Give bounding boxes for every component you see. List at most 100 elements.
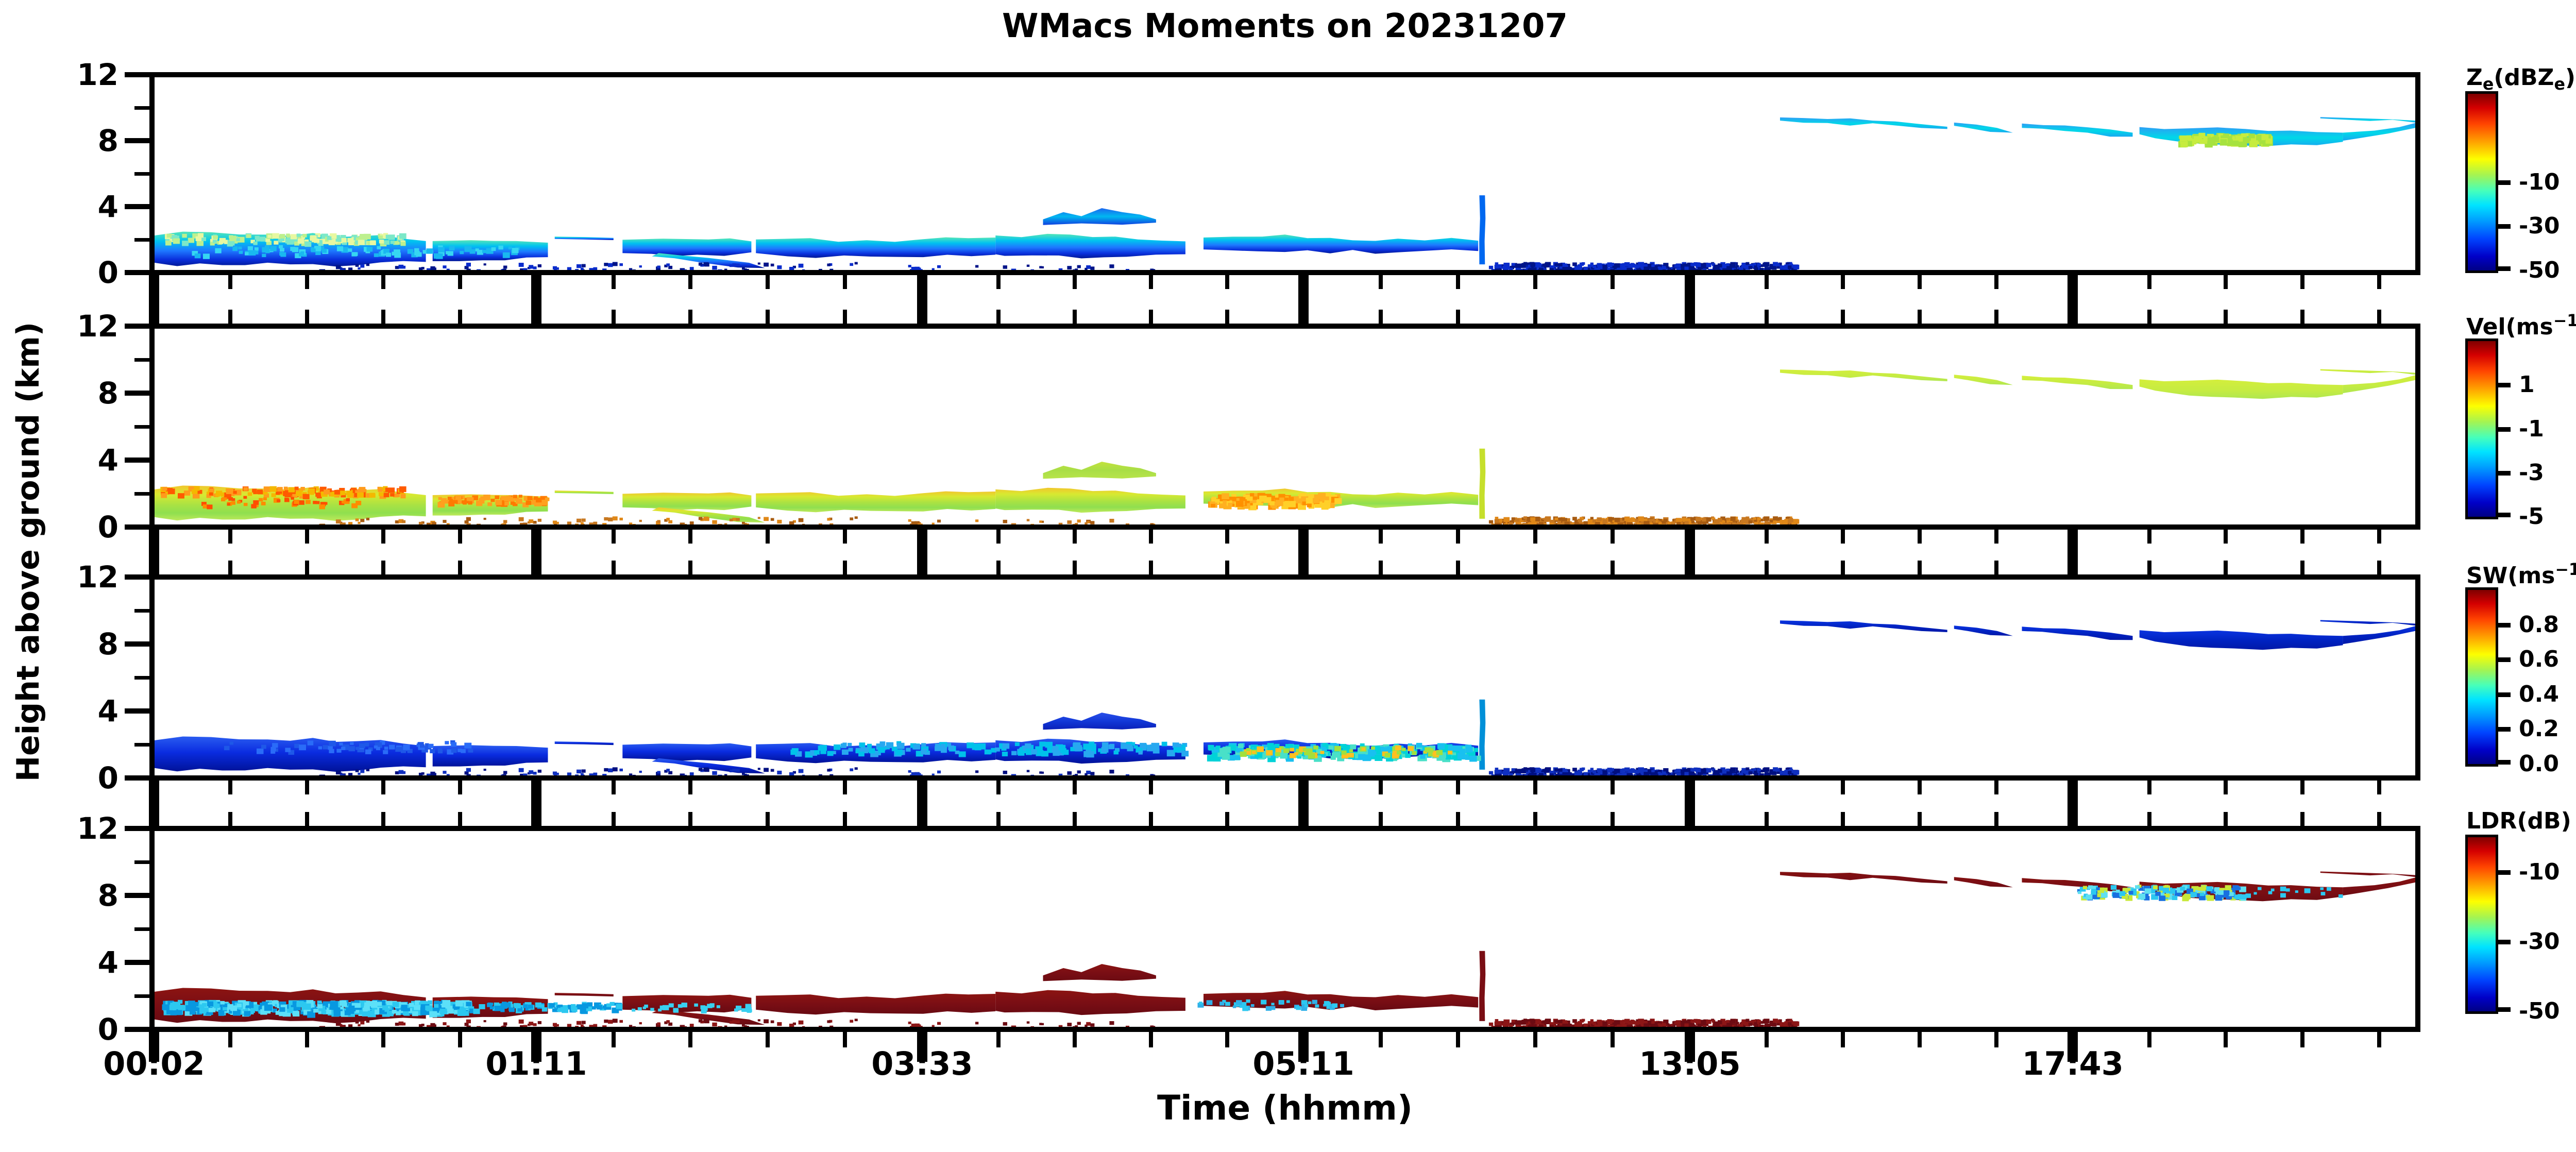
y-minor-tick <box>134 742 149 747</box>
overlay-speckles <box>274 498 280 503</box>
clutter-speckles <box>789 772 794 775</box>
overlay-speckles <box>336 246 344 251</box>
clutter-speckles <box>340 267 343 269</box>
overlay-speckles <box>1036 750 1044 756</box>
overlay-speckles <box>210 242 215 246</box>
overlay-speckles <box>392 251 397 256</box>
clutter-speckles <box>1497 264 1502 268</box>
clutter-speckles <box>1684 1023 1689 1027</box>
clutter-speckles <box>1515 263 1520 267</box>
x-minor-tick <box>1994 561 1998 574</box>
overlay-speckles <box>859 742 866 748</box>
clutter-speckles <box>689 267 694 270</box>
overlay-speckles <box>461 749 466 753</box>
x-minor-tick <box>1072 1032 1077 1047</box>
clutter-speckles <box>348 267 353 270</box>
clutter-speckles <box>418 267 423 270</box>
clutter-speckles <box>523 268 528 270</box>
clutter-speckles <box>1658 773 1663 775</box>
overlay-speckles <box>440 498 447 503</box>
x-minor-tick <box>304 1032 309 1047</box>
clutter-speckles <box>914 1023 920 1027</box>
clutter-speckles <box>1488 265 1494 269</box>
overlay-speckles <box>1211 497 1216 502</box>
x-minor-tick <box>1764 310 1769 324</box>
overlay-speckles <box>447 497 452 500</box>
overlay-speckles <box>834 744 841 750</box>
overlay-speckles <box>1302 501 1307 505</box>
overlay-speckles <box>2196 139 2200 142</box>
clutter-speckles <box>1003 1022 1007 1026</box>
overlay-speckles <box>244 1001 249 1006</box>
overlay-speckles <box>395 1011 401 1015</box>
overlay-speckles <box>1219 1002 1225 1006</box>
overlay-speckles <box>2112 892 2120 898</box>
clutter-speckles <box>1609 773 1614 775</box>
clutter-speckles <box>1640 1022 1646 1027</box>
x-minor-tick <box>457 561 462 574</box>
overlay-speckles <box>359 1000 367 1007</box>
overlay-speckles <box>556 1004 563 1010</box>
overlay-speckles <box>448 501 455 506</box>
clutter-speckles <box>1720 1019 1725 1023</box>
clutter-speckles <box>1510 520 1515 524</box>
clutter-speckles <box>1561 263 1567 268</box>
clutter-speckles <box>1643 266 1650 270</box>
clutter-speckles <box>1653 773 1658 775</box>
clutter-speckles <box>619 263 623 266</box>
y-tick <box>125 708 149 714</box>
overlay-speckles <box>1222 753 1230 760</box>
clutter-speckles <box>604 768 608 772</box>
overlay-speckles <box>2144 896 2150 901</box>
overlay-speckles <box>444 1001 450 1007</box>
clutter-speckles <box>829 1020 833 1023</box>
overlay-speckles <box>1250 493 1255 497</box>
clutter-speckles <box>1684 266 1689 270</box>
overlay-speckles <box>317 240 323 245</box>
overlay-speckles <box>469 249 476 254</box>
colorbar-tick-label: -50 <box>2519 998 2560 1024</box>
overlay-speckles <box>215 248 222 253</box>
overlay-speckles <box>2238 894 2242 897</box>
overlay-speckles <box>2097 893 2103 897</box>
clutter-speckles <box>1732 267 1736 270</box>
clutter-speckles <box>1676 769 1681 773</box>
clutter-speckles <box>819 1025 822 1027</box>
clutter-speckles <box>1538 773 1544 775</box>
overlay-speckles <box>319 504 325 510</box>
overlay-speckles <box>1151 742 1160 750</box>
clutter-speckles <box>1672 519 1676 522</box>
clutter-speckles <box>1544 769 1549 773</box>
x-minor-tick <box>2224 530 2228 544</box>
overlay-speckles <box>512 248 519 253</box>
x-minor-tick <box>1379 561 1383 574</box>
colorbar-tick <box>2498 727 2511 732</box>
x-minor-tick <box>1072 561 1077 574</box>
clutter-speckles <box>1705 263 1711 267</box>
clutter-speckles <box>358 772 361 775</box>
overlay-speckles <box>341 238 347 243</box>
clutter-speckles <box>1558 263 1563 267</box>
overlay-speckles <box>165 241 172 246</box>
clutter-speckles <box>1695 774 1700 775</box>
clutter-speckles <box>1504 1024 1509 1027</box>
overlay-speckles <box>938 747 943 751</box>
clutter-speckles <box>1653 268 1658 270</box>
overlay-speckles <box>879 741 886 746</box>
overlay-speckles <box>1304 750 1310 755</box>
clutter-speckles <box>604 1019 608 1023</box>
overlay-speckles <box>1243 503 1250 509</box>
overlay-speckles <box>1401 748 1406 751</box>
overlay-speckles <box>2320 892 2326 895</box>
y-tick-label: 4 <box>97 189 118 224</box>
clutter-speckles <box>1759 773 1763 775</box>
x-minor-tick <box>1456 812 1460 826</box>
clutter-speckles <box>743 1025 747 1027</box>
colorbar-tick <box>2498 622 2511 628</box>
overlay-speckles <box>355 747 360 750</box>
colorbar-tick-label: 0.2 <box>2519 716 2559 742</box>
colorbar-tick <box>2498 180 2511 185</box>
overlay-speckles <box>2270 888 2275 891</box>
clutter-speckles <box>1711 1020 1716 1023</box>
overlay-speckles <box>230 1005 238 1011</box>
